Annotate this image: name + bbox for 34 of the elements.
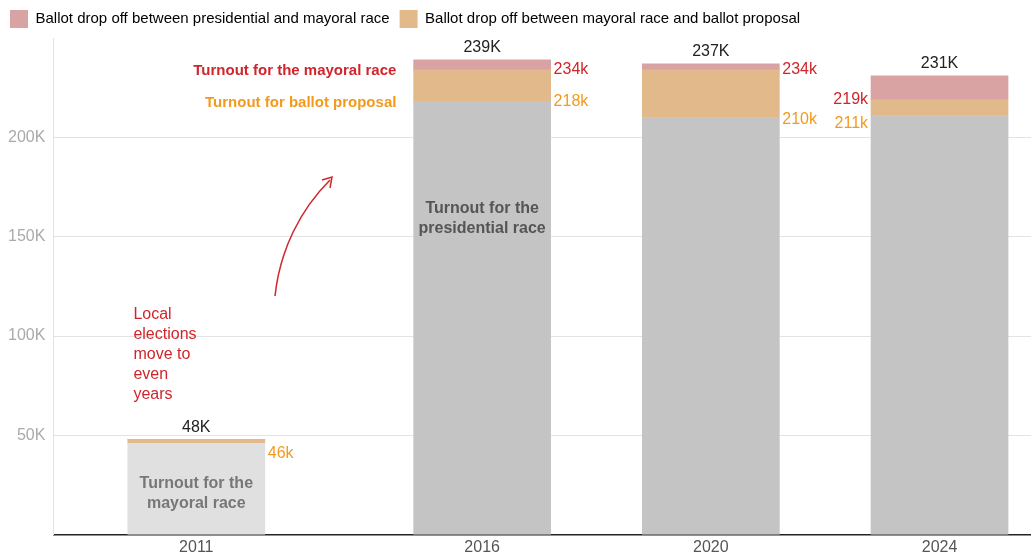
annotation: Turnout for the mayoral race (139, 473, 254, 511)
bar (870, 115, 1009, 535)
annotation: 218k (553, 92, 590, 110)
annotation: Local elections move to even years (133, 304, 197, 402)
bar (127, 439, 266, 444)
annotation: 219k (833, 90, 870, 108)
bar (642, 117, 780, 535)
bar (642, 69, 780, 118)
y-tick-label: 150K (7, 227, 46, 245)
legend-label: Ballot drop off between mayoral race and ballot proposal (425, 9, 801, 27)
x-tick-label: 2024 (921, 537, 958, 555)
bar (413, 101, 551, 535)
x-tick-label: 2011 (179, 537, 214, 555)
total-label: 239K (463, 38, 502, 56)
annotation: 211k (834, 113, 870, 131)
annotation: 210k (782, 109, 818, 127)
annotation: Turnout for the mayoral race (193, 61, 397, 79)
annotation: 46k (267, 443, 295, 461)
total-label: 231K (920, 54, 959, 72)
total-label: 237K (692, 42, 730, 60)
legend-label: Ballot drop off between presidential and mayoral race (35, 9, 390, 27)
annotation: Turnout for the presidential race (418, 199, 546, 237)
bar (870, 99, 1009, 116)
y-tick-label: 100K (7, 326, 46, 344)
total-label: 48K (182, 417, 211, 435)
bar (413, 69, 551, 102)
annotation: 234k (782, 60, 818, 78)
y-tick-label: 200K (7, 127, 46, 145)
x-tick-label: 2016 (464, 537, 501, 555)
y-tick-label: 50K (16, 425, 46, 443)
bar (870, 75, 1009, 100)
annotation: Turnout for ballot proposal (205, 93, 397, 111)
annotation: 234k (553, 60, 590, 78)
x-tick-label: 2020 (693, 537, 729, 555)
